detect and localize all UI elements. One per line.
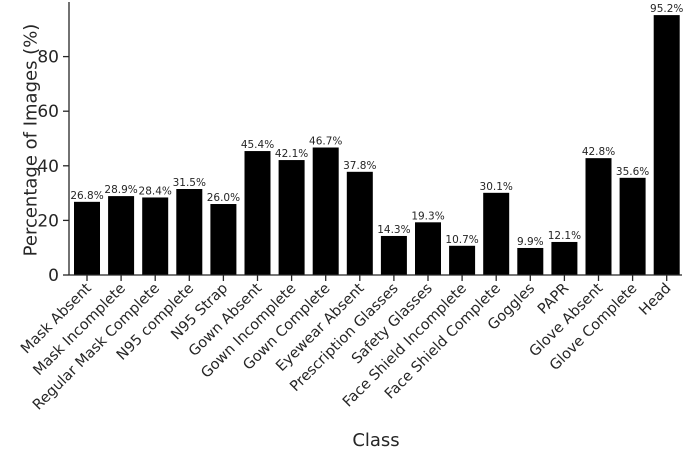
bar <box>142 197 169 275</box>
bar <box>585 158 612 275</box>
data-label: 46.7% <box>309 136 342 148</box>
data-label: 19.3% <box>411 210 444 222</box>
bar <box>653 15 680 275</box>
bar <box>551 241 578 275</box>
y-tick-label: 20 <box>37 211 59 231</box>
bar <box>619 177 646 275</box>
data-label: 42.8% <box>582 146 615 158</box>
x-tick-label: Head <box>636 281 674 319</box>
data-label: 37.8% <box>343 160 376 172</box>
data-label: 10.7% <box>445 234 478 246</box>
data-label: 31.5% <box>173 177 206 189</box>
bar <box>380 235 407 275</box>
y-tick-label: 80 <box>37 48 59 68</box>
bar <box>244 151 271 275</box>
x-axis-title: Class <box>352 430 399 449</box>
bar <box>415 222 441 275</box>
data-label: 95.2% <box>650 3 683 15</box>
bar <box>449 245 476 275</box>
y-tick-label: 0 <box>48 266 59 286</box>
data-label: 45.4% <box>241 139 274 151</box>
y-tick-label: 40 <box>37 157 59 177</box>
y-tick-label: 60 <box>37 102 59 122</box>
bar <box>517 247 544 275</box>
y-ticks-group: 0 20 40 60 80 <box>37 48 69 286</box>
data-label: 12.1% <box>548 230 581 242</box>
y-axis-title: Percentage of Images (%) <box>20 24 41 257</box>
data-label: 35.6% <box>616 166 649 178</box>
bar <box>210 204 237 275</box>
data-label: 26.8% <box>70 190 103 202</box>
data-label: 28.9% <box>104 184 137 196</box>
data-label: 26.0% <box>207 192 240 204</box>
bar <box>74 201 100 275</box>
data-labels-group: 26.8% 28.9% 28.4%31.5%26.0% 45.4%42.1%46.7%… <box>70 3 683 248</box>
bar <box>312 147 339 275</box>
data-label: 42.1% <box>275 148 308 160</box>
data-label: 28.4% <box>139 185 172 197</box>
bar <box>108 196 135 275</box>
data-label: 14.3% <box>377 224 410 236</box>
bar <box>346 171 373 275</box>
data-label: 30.1% <box>480 181 513 193</box>
bar <box>483 192 510 275</box>
data-label: 9.9% <box>517 236 544 248</box>
bars-group <box>74 15 680 275</box>
bar <box>278 160 305 275</box>
bar <box>176 189 203 275</box>
